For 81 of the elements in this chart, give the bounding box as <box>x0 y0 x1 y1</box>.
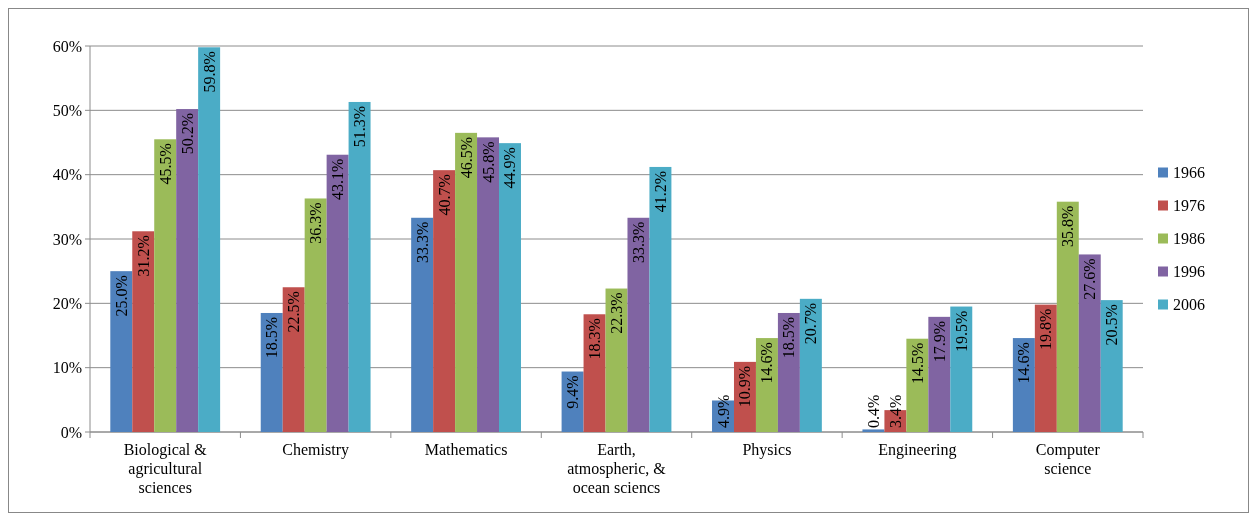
data-label: 19.5% <box>952 310 970 352</box>
bar <box>950 306 973 432</box>
legend-label: 1996 <box>1173 263 1205 281</box>
x-tick-label: Earth, atmospheric, & ocean sciencs <box>567 441 667 496</box>
legend-label: 1966 <box>1173 164 1205 182</box>
data-label: 0.4% <box>864 394 882 428</box>
data-label: 20.7% <box>802 302 820 345</box>
bar <box>326 154 349 432</box>
bar <box>132 231 155 432</box>
data-label: 46.5% <box>457 136 475 179</box>
bar <box>154 139 177 432</box>
data-label: 41.2% <box>651 170 669 213</box>
data-label: 43.1% <box>329 158 347 201</box>
bar <box>1034 304 1057 432</box>
data-label: 3.4% <box>886 394 904 428</box>
y-tick-label: 0% <box>60 423 82 441</box>
bar <box>928 316 951 432</box>
data-label: 17.9% <box>930 320 948 363</box>
data-label: 18.5% <box>780 316 798 359</box>
bar <box>260 312 283 432</box>
data-label: 19.8% <box>1037 308 1055 350</box>
bar <box>282 287 305 432</box>
y-tick-label: 40% <box>52 166 82 184</box>
data-label: 35.8% <box>1059 205 1077 248</box>
data-label: 51.3% <box>351 105 369 148</box>
bar <box>198 47 221 432</box>
bar <box>499 143 521 432</box>
data-label: 4.9% <box>714 394 732 428</box>
data-label: 14.5% <box>908 342 926 385</box>
y-tick-label: 50% <box>52 101 82 119</box>
x-tick-label: Chemistry <box>282 441 349 459</box>
bar <box>1100 300 1123 432</box>
bar <box>433 170 456 432</box>
data-label: 50.2% <box>178 113 196 155</box>
legend-label: 1976 <box>1173 197 1205 215</box>
bar <box>627 217 650 432</box>
bar <box>176 109 199 432</box>
data-label: 10.9% <box>736 365 754 408</box>
bar <box>348 101 371 432</box>
data-label: 40.7% <box>435 174 453 216</box>
x-tick-label: Engineering <box>878 441 957 459</box>
y-tick-label: 10% <box>52 359 82 377</box>
data-label: 18.3% <box>586 318 604 360</box>
x-tick-label: Biological & agricultural sciences <box>123 441 208 496</box>
x-tick-label: Computer science <box>1035 441 1101 477</box>
data-label: 33.3% <box>413 221 431 264</box>
data-label: 33.3% <box>629 221 647 264</box>
bar <box>1078 254 1101 432</box>
y-tick-label: 30% <box>52 230 82 248</box>
bar <box>862 429 885 432</box>
data-label: 9.4% <box>564 375 582 409</box>
data-label: 20.5% <box>1103 304 1121 346</box>
data-label: 22.5% <box>285 291 303 333</box>
data-label: 14.6% <box>1015 342 1033 384</box>
x-tick-label: Mathematics <box>424 441 508 458</box>
legend-label: 2006 <box>1173 296 1205 314</box>
y-tick-label: 60% <box>52 37 82 55</box>
data-label: 22.3% <box>608 292 625 334</box>
bar <box>777 312 800 432</box>
bar <box>304 198 327 432</box>
bar <box>411 217 434 432</box>
bar <box>477 137 500 432</box>
bar <box>1056 201 1079 432</box>
bar <box>455 132 478 432</box>
data-label: 45.5% <box>156 143 174 185</box>
bar <box>583 314 606 432</box>
bar <box>799 298 822 432</box>
data-label: 59.8% <box>200 51 218 93</box>
data-label: 31.2% <box>134 235 152 277</box>
data-label: 36.3% <box>307 202 325 244</box>
legend-label: 1986 <box>1173 230 1205 248</box>
data-label: 25.0% <box>112 275 130 317</box>
data-label: 44.9% <box>501 147 519 189</box>
data-label: 14.6% <box>758 342 776 384</box>
x-tick-label: Physics <box>742 441 792 459</box>
y-tick-label: 20% <box>52 294 82 312</box>
bar <box>110 271 133 432</box>
data-label: 27.6% <box>1081 258 1099 300</box>
data-label: 45.8% <box>479 141 497 183</box>
data-label: 18.5% <box>263 316 281 359</box>
bar <box>649 166 672 432</box>
